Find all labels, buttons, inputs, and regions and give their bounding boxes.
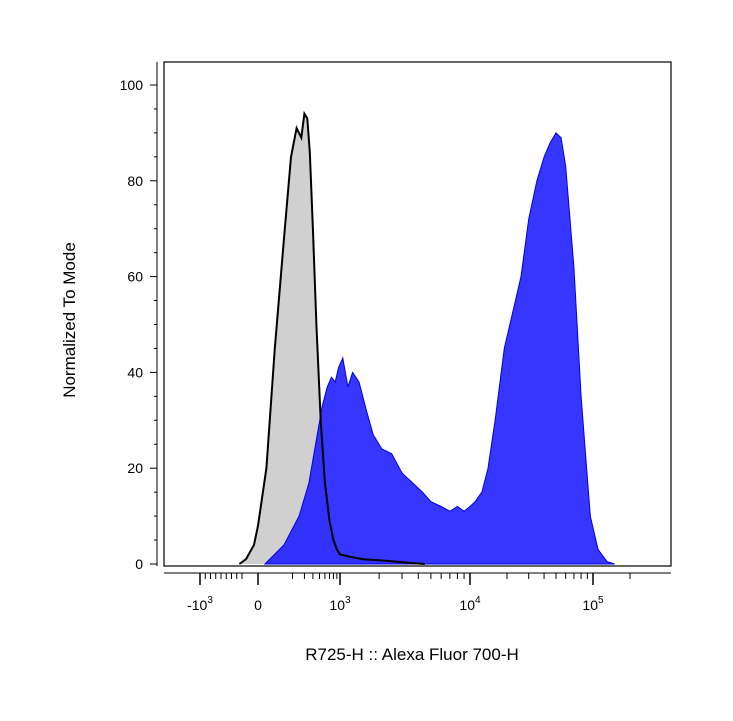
y-tick-label: 80 — [127, 173, 143, 189]
x-axis-title: R725-H :: Alexa Fluor 700-H — [305, 645, 519, 664]
y-tick-label: 20 — [127, 460, 143, 476]
x-tick-label: -103 — [187, 595, 213, 613]
x-tick-label: 104 — [459, 595, 481, 613]
y-tick-label: 60 — [127, 269, 143, 285]
y-tick-label: 100 — [120, 77, 144, 93]
y-tick-label: 0 — [135, 556, 143, 572]
y-tick-label: 40 — [127, 364, 143, 380]
y-axis: 0 20 40 60 80 100 — [120, 62, 158, 572]
x-tick-label: 103 — [329, 595, 351, 613]
y-axis-title: Normalized To Mode — [60, 242, 79, 398]
x-tick-label: 105 — [582, 595, 604, 613]
series-0-outline — [238, 110, 425, 565]
x-axis: -103 0 103 104 105 — [164, 572, 671, 613]
plot-frame — [163, 61, 672, 567]
series-layer — [238, 110, 615, 565]
series-1-area — [263, 132, 615, 565]
x-tick-label: 0 — [254, 597, 262, 613]
